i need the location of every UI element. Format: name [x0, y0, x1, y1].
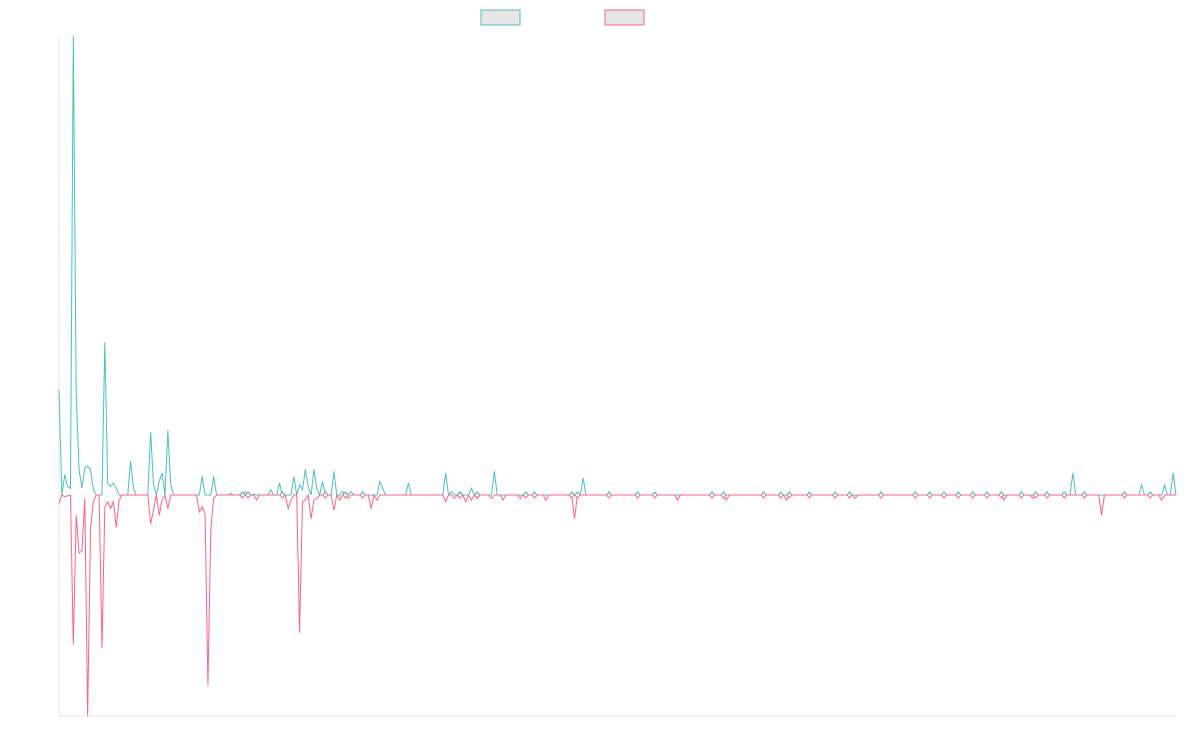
zero-marker	[926, 491, 933, 499]
zero-marker	[322, 491, 329, 499]
zero-marker-top	[1061, 491, 1068, 496]
zero-marker-top	[984, 491, 990, 496]
zero-marker-top	[941, 491, 947, 496]
zero-marker-top	[606, 491, 612, 496]
zero-marker-top	[878, 491, 884, 496]
zero-marker-top	[720, 491, 727, 496]
zero-marker	[1147, 491, 1154, 499]
zero-marker	[522, 491, 529, 499]
zero-marker-top	[806, 491, 813, 496]
zero-marker-top	[568, 491, 575, 496]
zero-marker-top	[1121, 491, 1128, 496]
zero-marker-top	[634, 491, 641, 496]
zero-marker	[1018, 491, 1025, 499]
zero-marker	[359, 491, 366, 499]
zero-marker-top	[760, 491, 767, 496]
zero-marker	[651, 491, 658, 499]
zero-marker-top	[998, 491, 1005, 496]
zero-marker	[912, 491, 919, 499]
zero-marker	[877, 491, 885, 499]
zero-marker-top	[457, 491, 463, 496]
zero-marker-top	[1018, 491, 1025, 496]
zero-marker	[531, 491, 538, 499]
zero-marker	[1043, 491, 1051, 499]
zero-marker	[832, 491, 839, 499]
zero-marker-top	[342, 491, 349, 496]
zero-marker-top	[786, 491, 793, 496]
zero-marker-top	[777, 491, 784, 496]
zero-marker-top	[846, 491, 853, 496]
zero-marker-top	[832, 491, 839, 496]
zero-marker	[1081, 491, 1088, 499]
zero-marker-top	[359, 491, 366, 496]
zero-marker-top	[1044, 491, 1051, 496]
zero-marker	[605, 491, 613, 499]
zero-marker	[568, 491, 575, 499]
zero-marker-top	[709, 491, 715, 496]
legend[interactable]	[480, 9, 645, 26]
zero-marker-top	[651, 491, 658, 496]
zero-marker	[1121, 491, 1128, 499]
zero-marker	[940, 491, 948, 499]
zero-marker	[777, 491, 784, 499]
zero-marker	[574, 491, 581, 499]
series-line-1	[58, 35, 1177, 497]
zero-marker-top	[245, 491, 251, 496]
legend-swatch-1[interactable]	[480, 9, 521, 26]
zero-marker	[1061, 491, 1068, 499]
zero-marker	[279, 491, 286, 499]
zero-marker	[760, 491, 767, 499]
zero-marker-top	[522, 491, 529, 496]
series-line-2	[58, 493, 1176, 717]
zero-marker	[969, 491, 976, 499]
zero-marker-top	[1032, 491, 1039, 496]
zero-marker-top	[322, 491, 329, 496]
zero-marker-top	[239, 491, 246, 496]
zero-marker	[955, 491, 962, 499]
zero-marker-top	[969, 491, 976, 496]
zero-marker-top	[574, 491, 581, 496]
zero-marker-top	[531, 491, 538, 496]
legend-swatch-2[interactable]	[604, 9, 645, 26]
axes	[58, 36, 1176, 717]
zero-marker-top	[1081, 491, 1088, 496]
series-layer	[58, 35, 1177, 717]
zero-marker	[846, 491, 853, 499]
zero-marker-top	[279, 491, 286, 496]
zero-marker-top	[955, 491, 962, 496]
zero-marker-top	[926, 491, 933, 496]
zero-marker	[983, 491, 991, 499]
zero-marker	[634, 491, 641, 499]
zero-marker	[806, 491, 813, 499]
zero-marker-top	[474, 491, 481, 496]
zero-marker-top	[912, 491, 919, 496]
zero-marker	[708, 491, 716, 499]
zero-marker-top	[1147, 491, 1154, 496]
